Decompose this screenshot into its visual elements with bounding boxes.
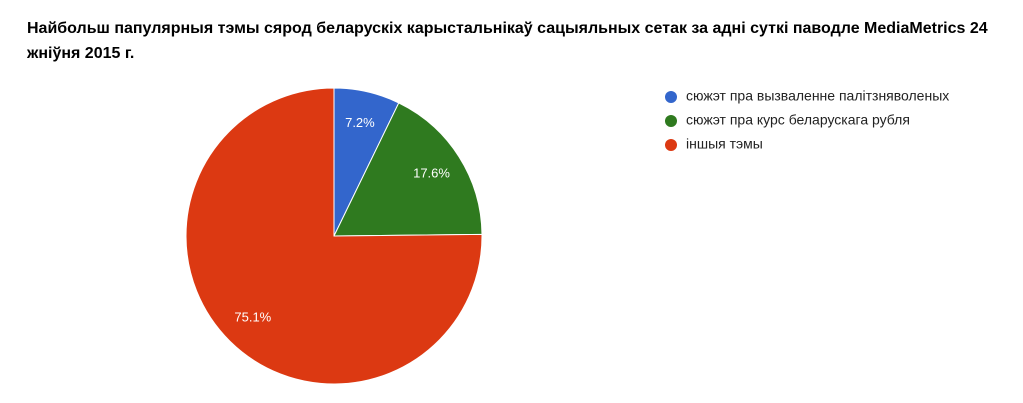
chart-title: Найбольш папулярныя тэмы сярод беларускі…	[27, 20, 988, 62]
slice-label: 75.1%	[234, 310, 271, 325]
legend-marker	[665, 91, 677, 103]
legend-marker	[665, 115, 677, 127]
pie-slice	[333, 102, 483, 237]
legend-label: сюжэт пра курс беларускага рубля	[686, 112, 910, 128]
pie-slice	[185, 87, 483, 385]
legend-marker	[665, 139, 677, 151]
legend-label: сюжэт пра вызваленне палітзняволеных	[686, 88, 949, 104]
slice-label: 7.2%	[345, 115, 375, 130]
slice-label: 17.6%	[413, 166, 450, 181]
legend-label: іншыя тэмы	[686, 136, 763, 152]
